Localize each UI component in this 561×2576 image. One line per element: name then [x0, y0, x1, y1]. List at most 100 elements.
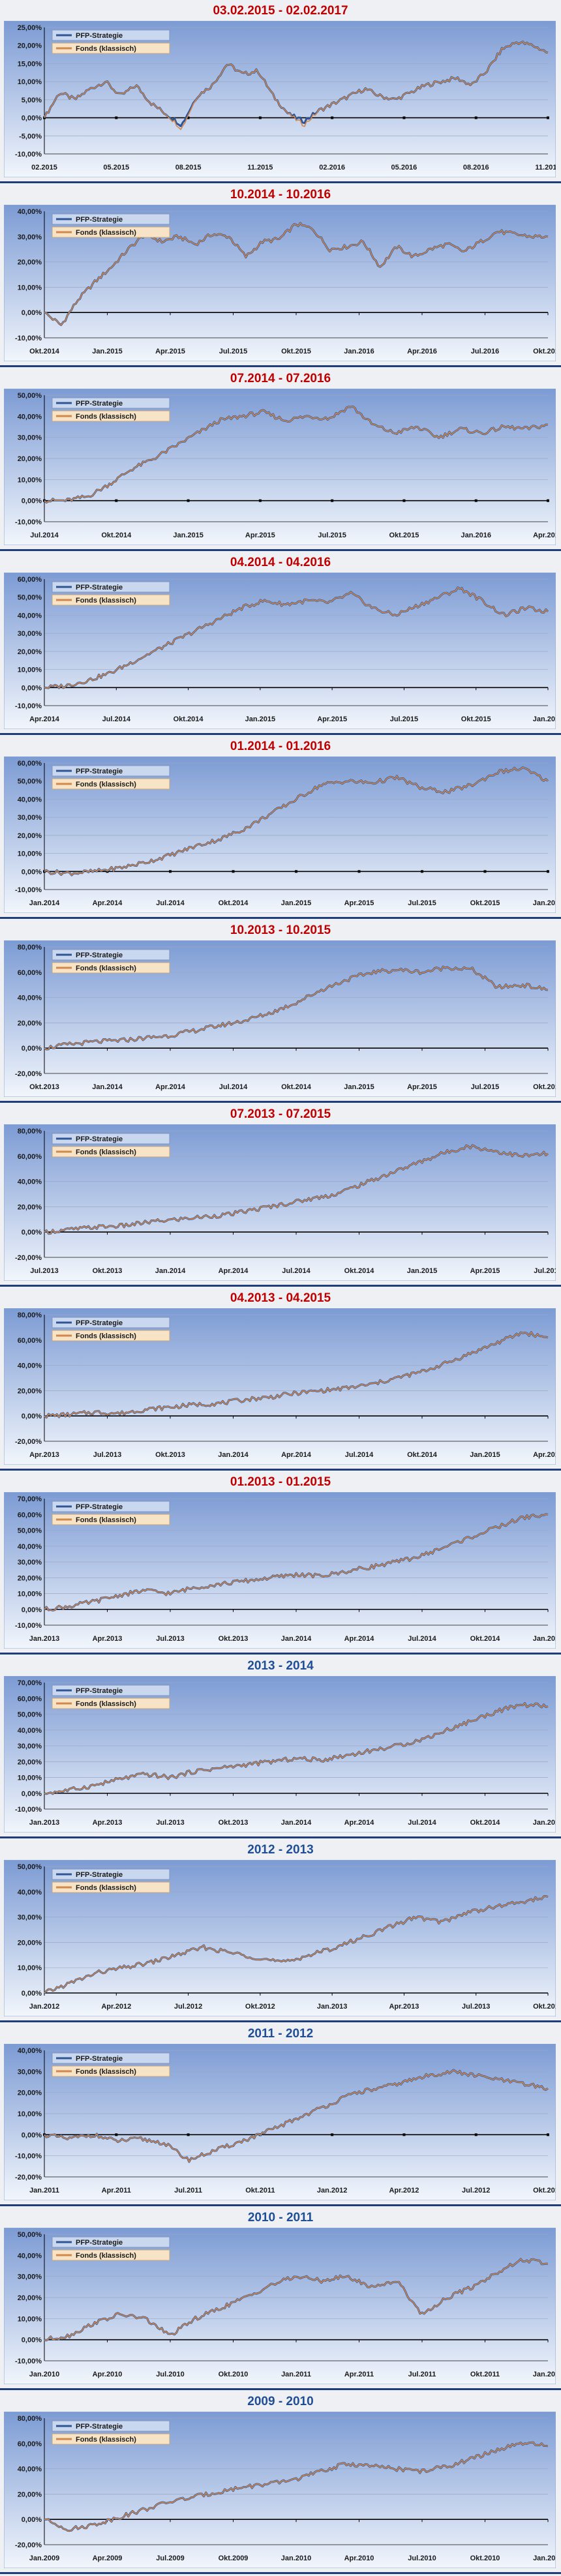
y-tick-label: 30,00% — [18, 233, 42, 241]
legend: PFP-Strategie Fonds (klassisch) — [52, 213, 170, 238]
x-tick-label: Apr.2015 — [533, 1451, 556, 1459]
y-tick-label: 60,00% — [18, 760, 42, 768]
legend-item-pfp-box — [52, 397, 170, 409]
chart-panel: 2011 - 2012 40,00% 30,00% 20,00% 10,00% 0,00%… — [0, 2023, 561, 2207]
chart-panel: 01.2014 - 01.2016 60,00% 50,00% 40,00% 30,00… — [0, 736, 561, 920]
y-tick-label: 50,00% — [18, 778, 42, 786]
y-tick-label: 40,00% — [18, 2047, 42, 2055]
y-tick-label: 0,00% — [22, 115, 42, 123]
x-tick-label: Apr.2014 — [93, 899, 123, 907]
legend-item-fonds-box — [52, 42, 170, 54]
axis-marker — [547, 870, 549, 873]
axis-marker — [474, 116, 478, 119]
chart-panel: 10.2014 - 10.2016 40,00% 30,00% 20,00% 10,00… — [0, 184, 561, 368]
section-divider — [0, 2572, 561, 2574]
legend-item-pfp-box — [52, 213, 170, 225]
x-tick-label: Jul.2015 — [471, 1083, 499, 1091]
legend-item-pfp-box — [52, 29, 170, 41]
axis-marker — [357, 870, 361, 873]
x-tick-label: Jul.2014 — [156, 899, 185, 907]
chart-panel: 10.2013 - 10.2015 80,00% 60,00% 40,00% 20,00… — [0, 920, 561, 1103]
x-tick-label: Okt.2014 — [407, 1451, 438, 1459]
x-tick-label: Apr.2011 — [344, 2371, 374, 2378]
x-tick-label: Apr.2015 — [245, 532, 275, 539]
x-tick-label: Jul.2013 — [156, 1635, 184, 1643]
x-tick-label: Jan.2014 — [29, 899, 60, 907]
line-chart: 80,00% 60,00% 40,00% 20,00% 0,00% -20,00% Apr.… — [3, 1308, 561, 1465]
chart-panel: 03.02.2015 - 02.02.2017 25,00% 20,00% 15,00… — [0, 0, 561, 184]
chart-plot: 80,00% 60,00% 40,00% 20,00% 0,00% -20,00% Apr.… — [3, 1308, 561, 1465]
legend-label-fonds: Fonds (klassisch) — [76, 1700, 136, 1708]
y-tick-label: 50,00% — [18, 1527, 42, 1535]
legend: PFP-Strategie Fonds (klassisch) — [52, 2420, 170, 2445]
legend-label-pfp: PFP-Strategie — [76, 2055, 123, 2063]
chart-panel: 2013 - 2014 70,00% 60,00% 50,00% 40,00% 30,00… — [0, 1655, 561, 1839]
section-divider — [0, 365, 561, 367]
x-tick-label: Apr.2015 — [407, 1083, 437, 1091]
x-tick-label: Jul.2014 — [219, 1083, 248, 1091]
legend-label-pfp: PFP-Strategie — [76, 951, 123, 959]
legend: PFP-Strategie Fonds (klassisch) — [52, 29, 170, 54]
x-tick-label: 08.2016 — [463, 164, 489, 172]
y-tick-label: 10,00% — [18, 2315, 42, 2323]
x-tick-label: Apr.2012 — [389, 2187, 419, 2194]
x-tick-label: Okt.2014 — [29, 348, 60, 355]
chart-plot: 25,00% 20,00% 15,00% 10,00% 5,00% 0,00% -5,00%… — [3, 20, 561, 178]
y-tick-label: 10,00% — [18, 2110, 42, 2118]
y-tick-label: 60,00% — [18, 576, 42, 584]
y-tick-label: 25,00% — [18, 24, 42, 32]
x-tick-label: Jul.2015 — [534, 1267, 556, 1275]
series-line-fonds-klassisch — [44, 1702, 549, 1795]
x-tick-label: Apr.2014 — [155, 1083, 186, 1091]
y-tick-label: 60,00% — [18, 1153, 42, 1161]
chart-title: 2009 - 2010 — [247, 2395, 314, 2408]
chart-plot: 70,00% 60,00% 50,00% 40,00% 30,00% 20,00% 10,0… — [3, 1491, 561, 1649]
y-tick-label: -10,00% — [15, 335, 42, 342]
y-tick-label: 0,00% — [22, 1990, 42, 1998]
y-tick-label: 5,00% — [22, 97, 42, 104]
y-tick-label: 80,00% — [18, 1128, 42, 1135]
x-tick-label: Jul.2015 — [390, 715, 418, 723]
x-tick-label: Jul.2010 — [408, 2554, 436, 2562]
section-divider — [0, 2020, 561, 2022]
x-tick-label: Okt.2012 — [245, 2003, 275, 2011]
x-tick-label: Jan.2015 — [470, 1451, 500, 1459]
x-tick-label: Jan.2010 — [29, 2371, 59, 2378]
y-tick-label: 30,00% — [18, 2273, 42, 2281]
y-tick-label: 40,00% — [18, 208, 42, 216]
legend: PFP-Strategie Fonds (klassisch) — [52, 1133, 170, 1158]
legend-item-pfp-box — [52, 1685, 170, 1696]
x-tick-label: Jan.2011 — [281, 2371, 311, 2378]
x-tick-label: Jul.2014 — [408, 1819, 436, 1827]
legend: PFP-Strategie Fonds (klassisch) — [52, 765, 170, 790]
legend-item-fonds-box — [52, 2065, 170, 2077]
x-tick-label: 02.2016 — [319, 164, 345, 172]
y-tick-label: 40,00% — [18, 1889, 42, 1896]
legend-label-pfp: PFP-Strategie — [76, 32, 123, 40]
axis-marker — [547, 499, 549, 502]
axis-marker — [474, 2133, 478, 2136]
x-tick-label: Jul.2014 — [102, 715, 131, 723]
axis-marker — [258, 116, 262, 119]
y-tick-label: -10,00% — [15, 2153, 42, 2161]
x-tick-label: Apr.2011 — [102, 2187, 131, 2194]
axis-marker — [402, 116, 406, 119]
y-tick-label: 10,00% — [18, 1964, 42, 1972]
legend-item-fonds-box — [52, 778, 170, 790]
x-tick-label: Jul.2010 — [156, 2371, 184, 2378]
x-tick-label: Apr.2013 — [93, 1819, 123, 1827]
x-tick-label: Apr.2016 — [407, 348, 437, 355]
y-tick-label: 0,00% — [22, 1413, 42, 1420]
y-tick-label: 40,00% — [18, 1543, 42, 1551]
chart-title: 2010 - 2011 — [247, 2211, 314, 2224]
y-tick-label: -20,00% — [15, 1438, 42, 1446]
axis-marker — [115, 499, 118, 502]
x-tick-label: Jan.2011 — [533, 2554, 556, 2562]
legend-label-pfp: PFP-Strategie — [76, 768, 123, 775]
y-tick-label: 0,00% — [22, 684, 42, 692]
x-tick-label: Jan.2013 — [29, 1635, 59, 1643]
chart-plot: 40,00% 30,00% 20,00% 10,00% 0,00% -10,00% Okt.… — [3, 204, 561, 362]
y-tick-label: 40,00% — [18, 1727, 42, 1735]
section-divider — [0, 733, 561, 735]
x-tick-label: Okt.2013 — [155, 1451, 185, 1459]
